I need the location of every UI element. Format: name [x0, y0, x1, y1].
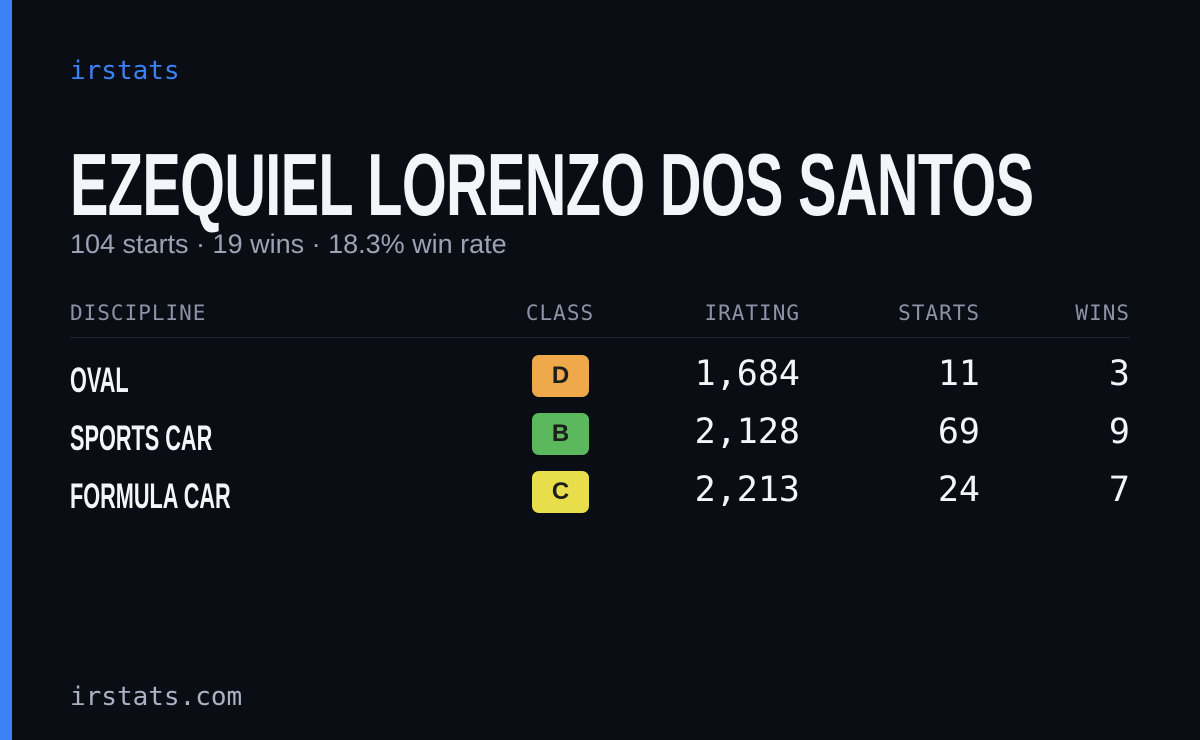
column-header: DISCIPLINE	[70, 301, 207, 325]
irating: 1,684	[694, 354, 800, 394]
summary: 104 starts · 19 wins · 18.3% win rate	[70, 229, 507, 259]
wins: 7	[1108, 470, 1130, 510]
class-badge: C	[532, 471, 589, 513]
class-badge: D	[532, 355, 589, 397]
divider	[70, 337, 1130, 338]
column-header: WINS	[1075, 301, 1130, 325]
starts: 24	[937, 470, 980, 510]
wins: 9	[1108, 412, 1130, 452]
irating: 2,213	[694, 470, 800, 510]
discipline: SPORTS CAR	[70, 419, 213, 458]
discipline: OVAL	[70, 361, 129, 400]
class-badge: B	[532, 413, 589, 455]
column-header: CLASS	[525, 301, 595, 325]
starts: 69	[937, 412, 980, 452]
column-header: STARTS	[898, 301, 980, 325]
starts: 11	[937, 354, 980, 394]
column-header: IRATING	[704, 301, 800, 325]
discipline: FORMULA CAR	[70, 477, 231, 516]
wins: 3	[1108, 354, 1130, 394]
accent-bar	[0, 0, 12, 740]
brand: irstats	[70, 56, 180, 86]
footer-url: irstats.com	[70, 682, 243, 712]
irating: 2,128	[694, 412, 800, 452]
driver-name: EZEQUIEL LORENZO DOS SANTOS	[70, 135, 1034, 234]
